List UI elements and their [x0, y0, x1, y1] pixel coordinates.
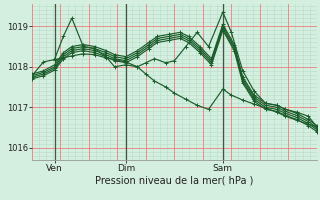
X-axis label: Pression niveau de la mer( hPa ): Pression niveau de la mer( hPa ) [95, 176, 253, 186]
